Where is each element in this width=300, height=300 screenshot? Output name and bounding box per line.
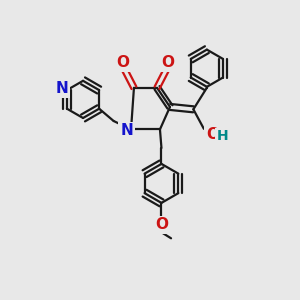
- Text: H: H: [217, 129, 228, 143]
- Text: O: O: [155, 217, 168, 232]
- Text: O: O: [162, 55, 175, 70]
- Text: N: N: [120, 123, 133, 138]
- Text: O: O: [116, 55, 129, 70]
- Text: N: N: [55, 81, 68, 96]
- Text: O: O: [206, 127, 219, 142]
